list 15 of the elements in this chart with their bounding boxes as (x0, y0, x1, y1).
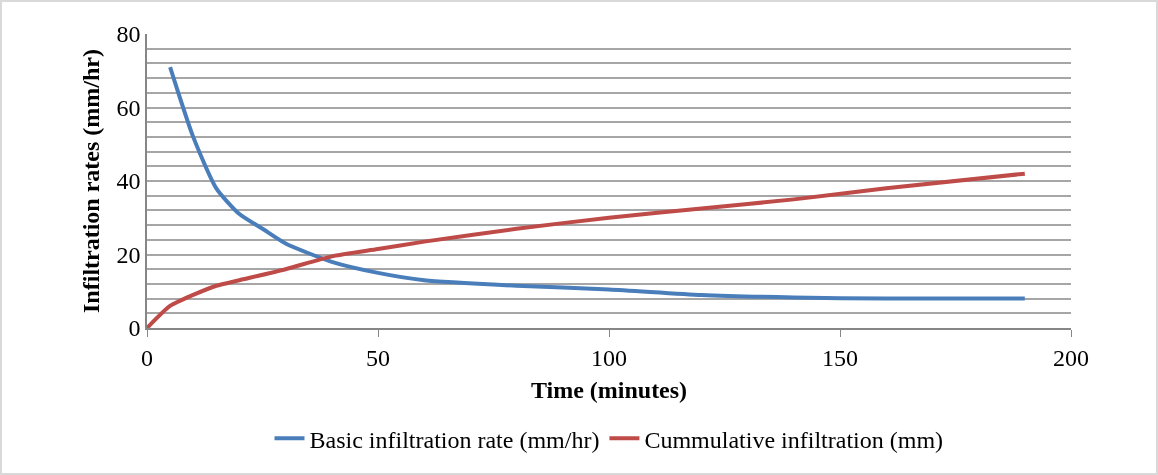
y-tick-label: 0 (128, 315, 141, 342)
x-tick-label: 100 (591, 344, 627, 371)
y-axis-title: Infiltration rates (mm/hr) (78, 49, 105, 313)
x-tick-label: 200 (1053, 344, 1089, 371)
line-series (168, 65, 1027, 301)
y-tick-label: 80 (116, 21, 141, 48)
y-tick-label: 40 (116, 168, 141, 195)
x-tick-label: 50 (366, 344, 390, 371)
x-axis-title: Time (minutes) (530, 377, 688, 404)
legend-label: Basic infiltration rate (mm/hr) (309, 426, 600, 453)
legend-label: Cummulative infiltration (mm) (644, 426, 944, 453)
y-tick-label: 20 (116, 241, 141, 268)
y-tick-label: 60 (116, 94, 141, 121)
x-tick-label: 150 (822, 344, 858, 371)
line-series (147, 171, 1027, 328)
